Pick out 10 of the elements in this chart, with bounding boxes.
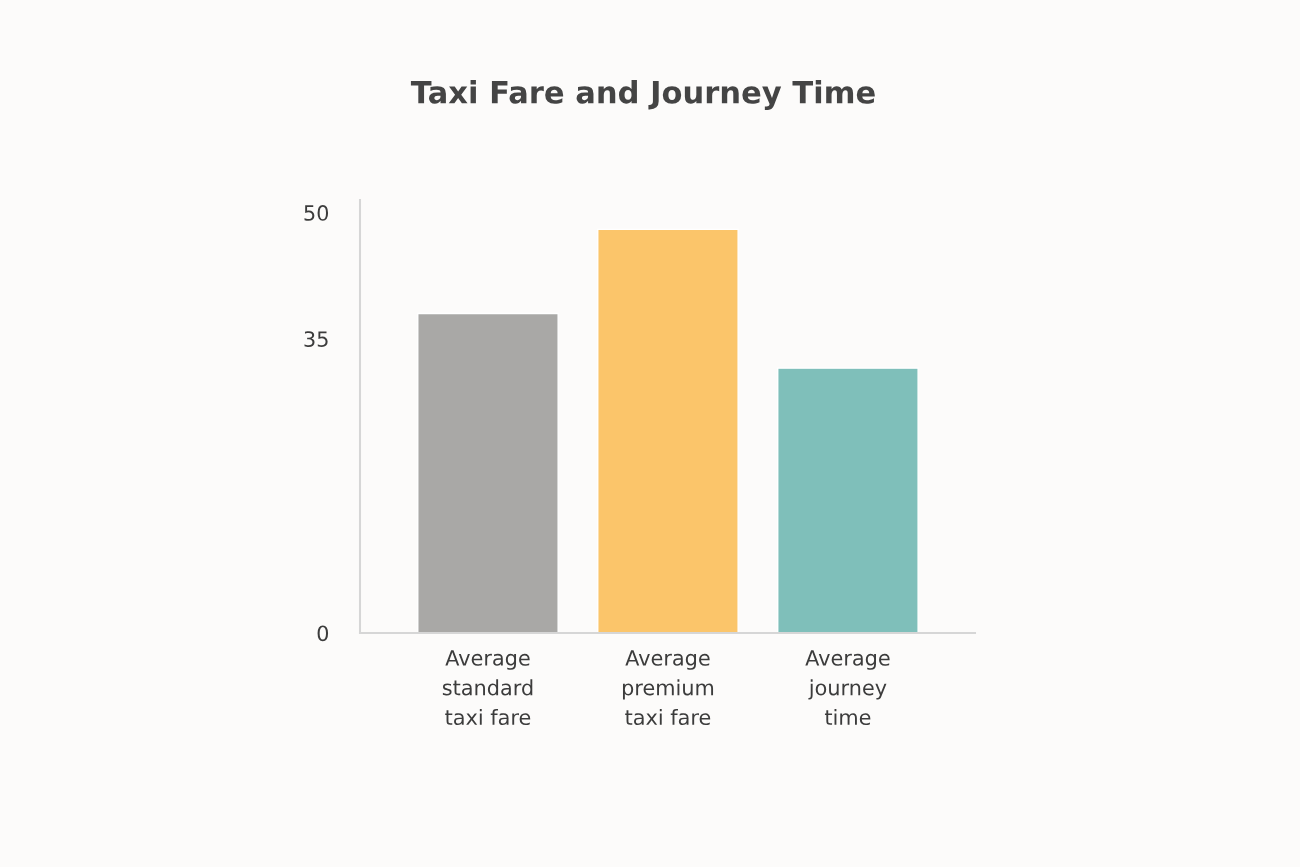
x-tick-label: Average standard taxi fare — [442, 650, 533, 726]
bar — [777, 367, 919, 633]
y-tick-label: 35 — [304, 331, 328, 347]
chart-title: Taxi Fare and Journey Time — [410, 80, 875, 110]
bar — [417, 312, 559, 633]
y-tick-label: 50 — [304, 205, 329, 221]
x-tick-label: Average premium taxi fare — [622, 650, 714, 726]
bar — [597, 228, 739, 633]
y-tick-label: 0 — [317, 625, 329, 642]
x-tick-label: Average journey time — [805, 650, 890, 726]
